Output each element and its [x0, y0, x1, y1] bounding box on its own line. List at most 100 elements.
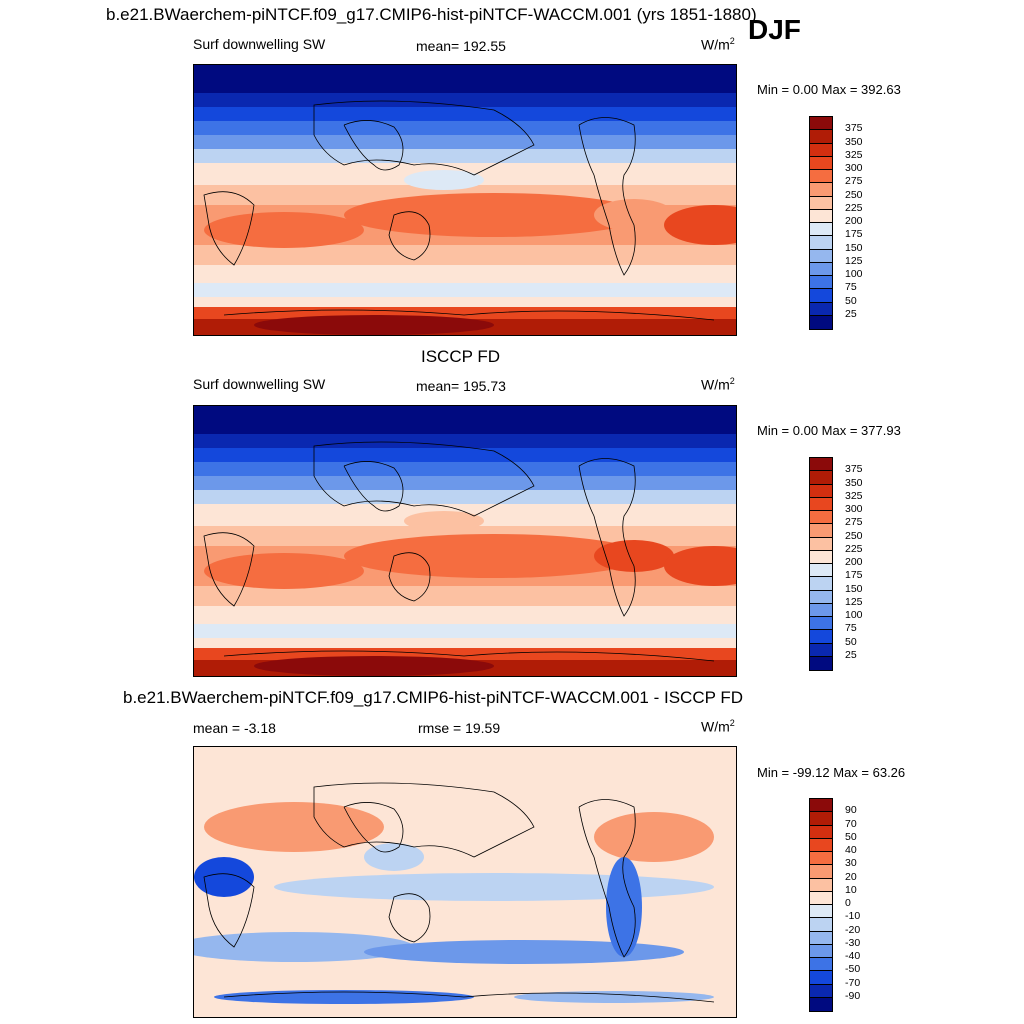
field-blob [254, 315, 494, 335]
colorbar-tick-label: 70 [845, 817, 857, 830]
colorbar-box [810, 997, 832, 1011]
colorbar-tick-label: 100 [845, 268, 863, 280]
field-band [194, 586, 736, 606]
coastline [343, 120, 404, 171]
field-band [194, 747, 736, 797]
colorbar-box [810, 262, 832, 276]
colorbar-box [810, 511, 832, 525]
colorbar-tick-label: 150 [845, 582, 863, 595]
colorbar-box [810, 838, 832, 852]
colorbar-box [810, 289, 832, 303]
field-blob [364, 940, 684, 964]
coastline [223, 309, 715, 321]
colorbar-tick-label: 50 [845, 294, 857, 307]
colorbar-box [810, 223, 832, 237]
coastline [203, 873, 255, 948]
coastline [578, 799, 636, 958]
colorbar-tick-label: 50 [845, 830, 857, 843]
coastline [388, 893, 431, 943]
field-blob [594, 540, 674, 572]
colorbar-tick-label: 75 [845, 622, 857, 635]
panel-1-units: W/m2 [701, 36, 735, 53]
colorbar-box [810, 891, 832, 905]
coastline [388, 552, 431, 602]
field-band [194, 149, 736, 163]
field-blob [594, 199, 674, 231]
colorbar-tick-label: 250 [845, 188, 863, 201]
colorbar-tick-label: 25 [845, 307, 857, 320]
colorbar-tick-label: -50 [845, 963, 861, 976]
colorbar-box [810, 315, 832, 329]
field-blob [404, 511, 484, 531]
field-blob [344, 534, 644, 578]
field-band [194, 462, 736, 476]
field-blob [664, 546, 736, 586]
colorbar-box [810, 852, 832, 866]
panel-3-colorbar [809, 798, 833, 1012]
panel-3-minmax: Min = -99.12 Max = 63.26 [757, 765, 906, 780]
colorbar-box [810, 918, 832, 932]
colorbar-box [810, 249, 832, 263]
field-band [194, 107, 736, 121]
field-blob [344, 193, 644, 237]
colorbar-tick-label: 50 [845, 635, 857, 648]
field-blob [204, 212, 364, 248]
colorbar-box [810, 183, 832, 197]
coastline [313, 441, 535, 517]
colorbar-tick-label: 375 [845, 463, 863, 476]
field-blob [514, 991, 714, 1003]
colorbar-box [810, 958, 832, 972]
panel-3-map [193, 746, 737, 1018]
colorbar-box [810, 196, 832, 210]
colorbar-tick-label: 20 [845, 870, 857, 883]
panel-3-rmse: rmse = 19.59 [418, 720, 501, 736]
colorbar-box [810, 931, 832, 945]
colorbar-box [810, 577, 832, 591]
field-blob [194, 857, 254, 897]
field-band [194, 265, 736, 283]
field-band [194, 297, 736, 307]
colorbar-box [810, 643, 832, 657]
colorbar-box [810, 971, 832, 985]
colorbar-box [810, 236, 832, 250]
field-band [194, 606, 736, 624]
colorbar-tick-label: 325 [845, 489, 863, 502]
colorbar-tick-label: 30 [845, 857, 857, 870]
coastline [578, 117, 636, 276]
panel-1-map [193, 64, 737, 336]
colorbar-tick-label: 150 [845, 241, 863, 254]
colorbar-tick-label: -10 [845, 910, 861, 923]
field-band [194, 135, 736, 149]
colorbar-box [810, 170, 832, 184]
panel-1-minmax: Min = 0.00 Max = 392.63 [757, 82, 901, 97]
coastline [388, 211, 431, 261]
panel-2-minmax: Min = 0.00 Max = 377.93 [757, 423, 901, 438]
colorbar-box [810, 524, 832, 538]
colorbar-box [810, 799, 832, 813]
coastline [203, 191, 255, 266]
colorbar-box [810, 944, 832, 958]
field-blob [194, 932, 414, 962]
colorbar-tick-label: 10 [845, 883, 857, 896]
colorbar-tick-label: 40 [845, 844, 857, 856]
field-blob [364, 843, 424, 871]
field-blob [594, 812, 714, 862]
colorbar-box [810, 984, 832, 998]
colorbar-tick-label: 175 [845, 228, 863, 241]
field-band [194, 638, 736, 648]
colorbar-tick-label: 90 [845, 804, 857, 817]
panel-3-mean: mean = -3.18 [193, 720, 276, 736]
field-blob [204, 802, 384, 852]
coastline [223, 650, 715, 662]
colorbar-box [810, 878, 832, 892]
field-blob [664, 205, 736, 245]
colorbar-tick-label: 325 [845, 148, 863, 161]
colorbar-tick-label: -40 [845, 950, 861, 962]
panel-2-units: W/m2 [701, 376, 735, 393]
colorbar-box [810, 471, 832, 485]
field-band [194, 121, 736, 135]
colorbar-tick-label: 350 [845, 476, 863, 489]
coastline [313, 100, 535, 176]
colorbar-tick-label: 225 [845, 201, 863, 214]
colorbar-tick-label: 275 [845, 175, 863, 188]
